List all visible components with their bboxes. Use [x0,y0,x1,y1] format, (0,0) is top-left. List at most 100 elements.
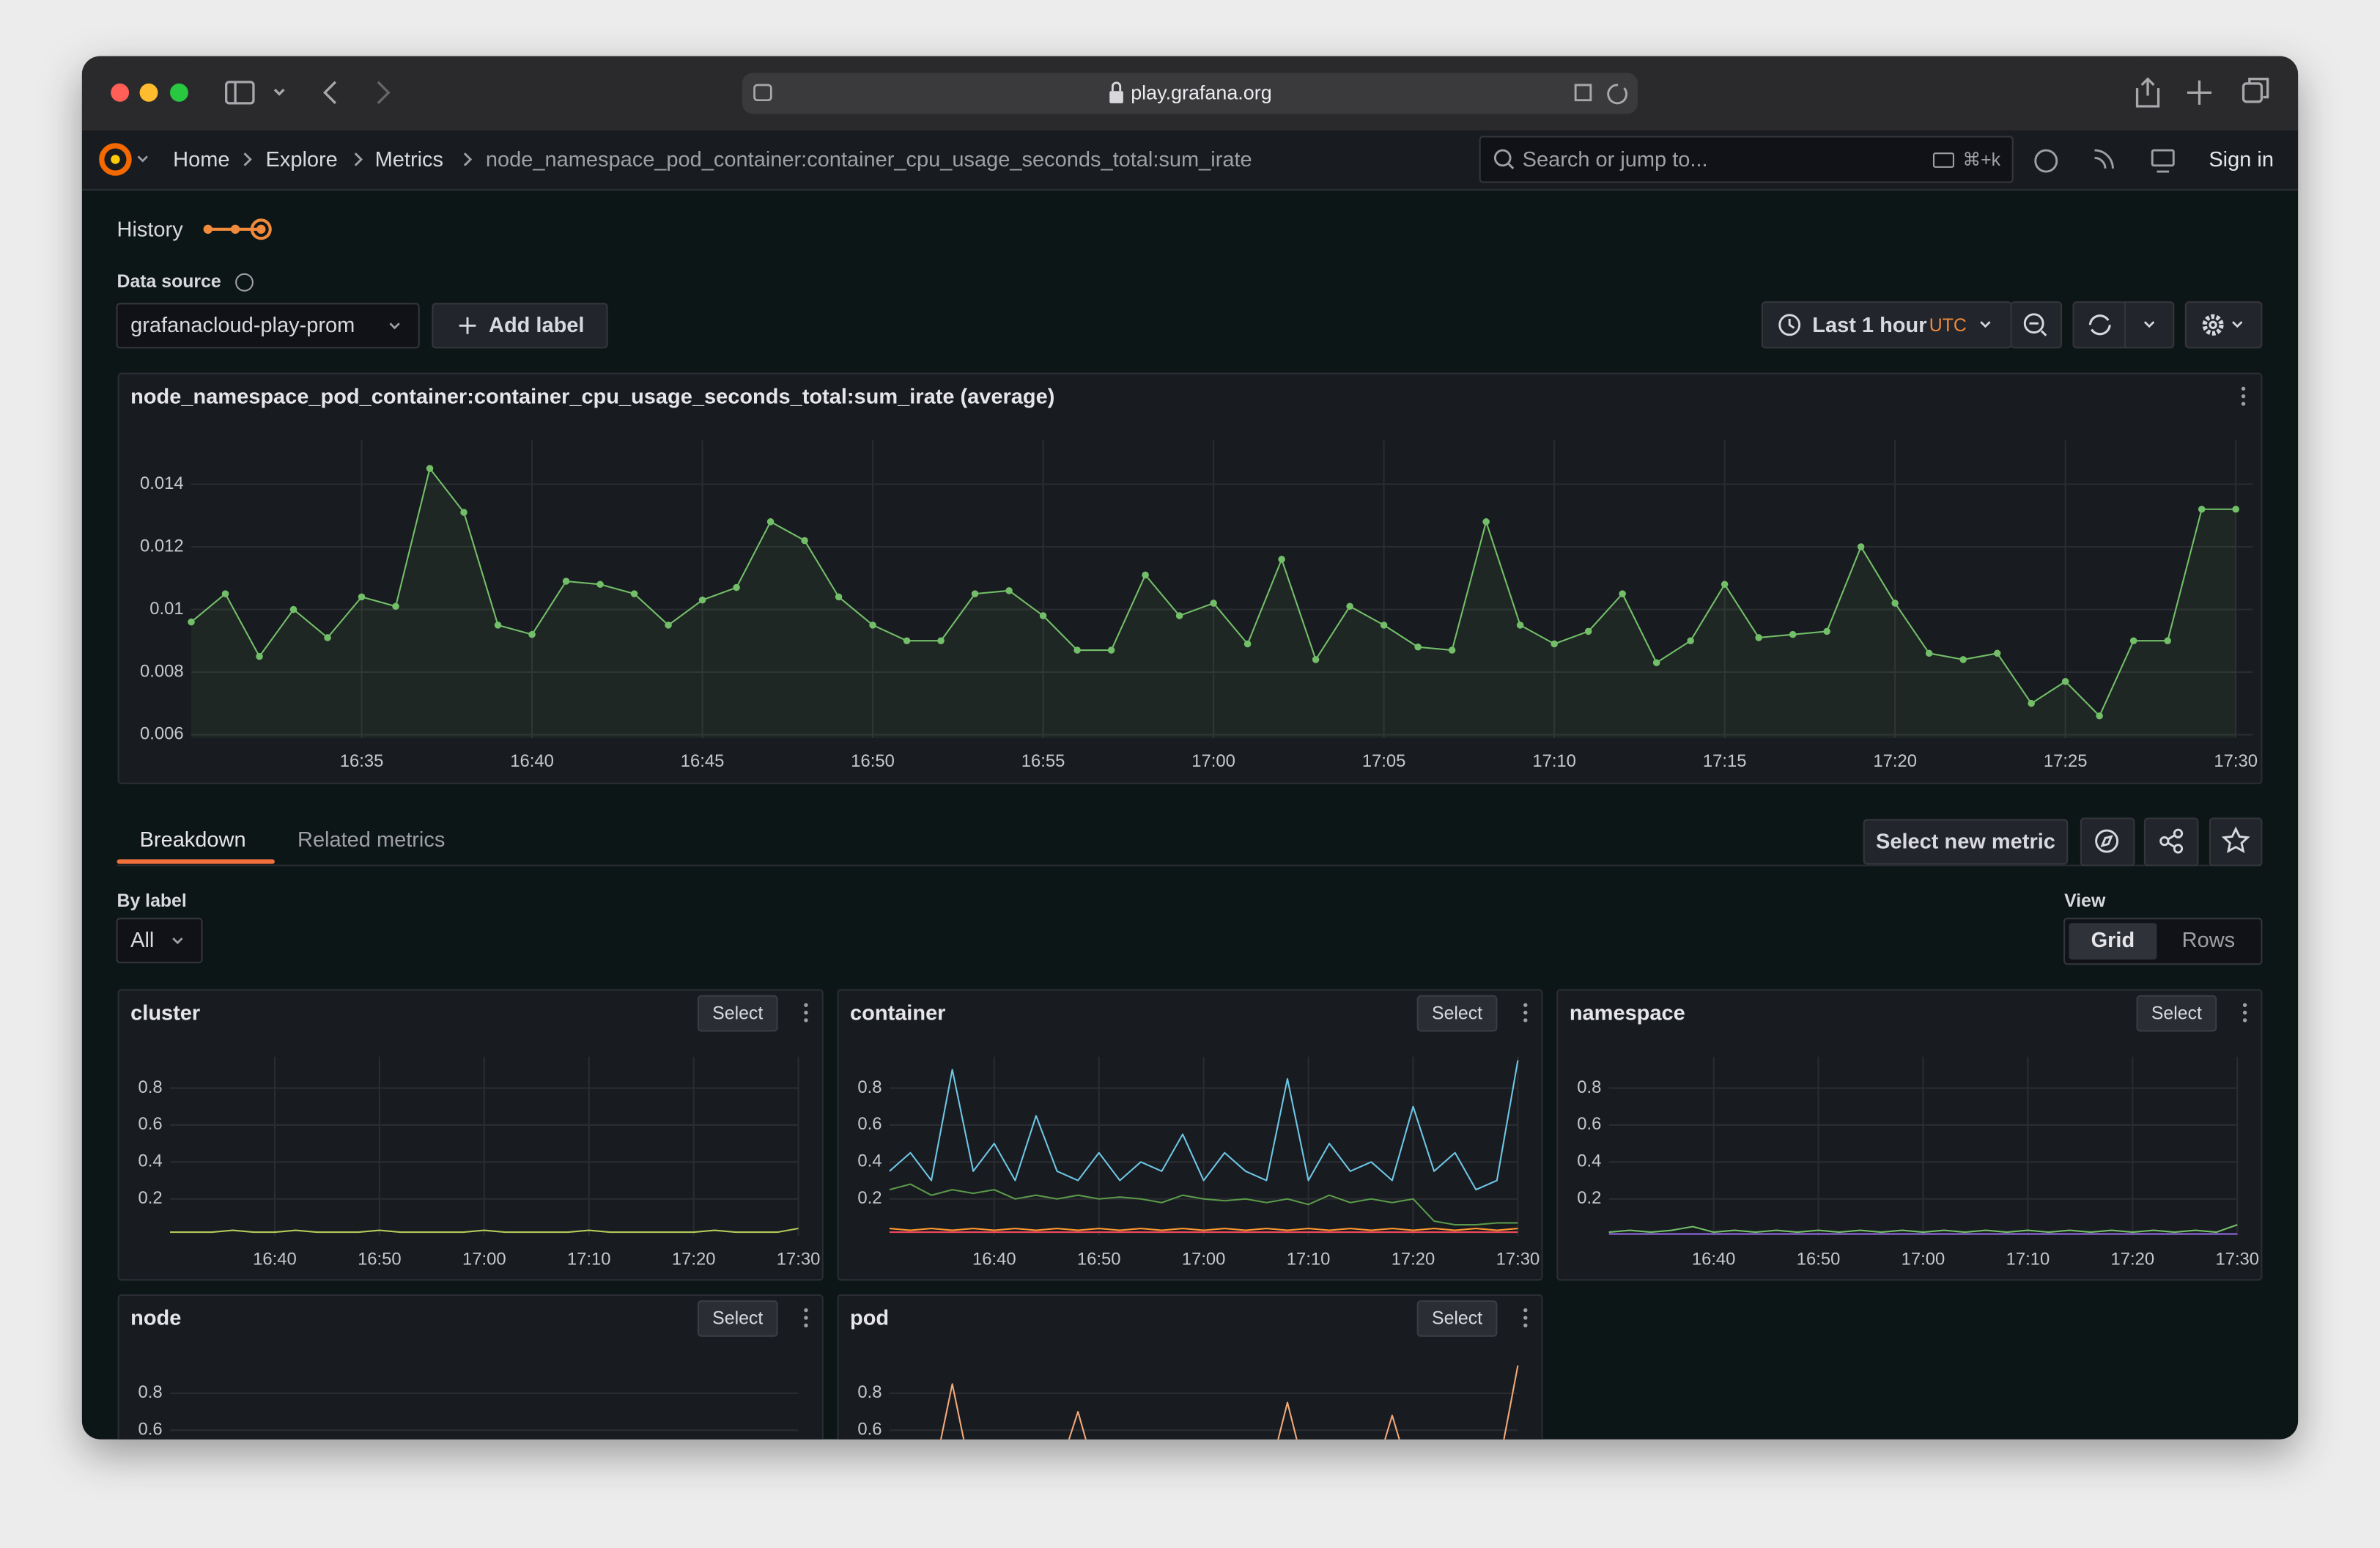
x-tick-label: 17:10 [2006,1250,2050,1269]
x-tick-label: 17:00 [1182,1250,1226,1269]
y-tick-label: 0.6 [138,1420,163,1440]
kebab-dot[interactable] [804,1316,808,1319]
y-tick-label: 0.2 [1577,1188,1601,1208]
view-label: View [2064,891,2106,911]
data-source-value: grafanacloud-play-prom [130,314,355,337]
point [1040,612,1047,619]
select-new-metric-text: Select new metric [1876,830,2055,853]
kebab-dot[interactable] [2243,1018,2247,1022]
breadcrumb[interactable]: Metrics [375,148,443,172]
y-tick-label: 0.8 [1577,1077,1601,1097]
point [1142,572,1149,579]
kebab-dot[interactable] [1523,1011,1527,1014]
point [495,622,502,629]
point [1449,646,1456,654]
x-tick-label: 16:35 [340,751,384,771]
panel-title: container [850,1001,945,1025]
kebab-dot[interactable] [804,1011,808,1014]
breadcrumb[interactable]: Home [173,148,229,172]
kebab-dot[interactable] [1523,1003,1527,1007]
kebab-dot[interactable] [2243,1011,2247,1014]
point [1551,641,1558,648]
y-tick-label: 0.4 [857,1151,882,1171]
x-tick-label: 17:20 [1873,751,1917,771]
point [2198,506,2206,513]
point [665,622,672,629]
x-tick-label: 17:20 [1392,1250,1435,1269]
refresh-button[interactable] [2074,302,2174,347]
kebab-dot[interactable] [1523,1316,1527,1319]
point [903,637,911,644]
point [2232,506,2239,513]
x-tick-label: 16:45 [681,751,725,771]
tab-underline [117,859,275,863]
x-tick-label: 17:10 [1287,1250,1331,1269]
point [426,465,434,472]
y-tick-label: 0.4 [138,1151,163,1171]
y-tick-label: 0.2 [857,1188,882,1208]
point [358,594,366,601]
panel-title: pod [850,1307,889,1330]
icon-buttons[interactable] [2081,818,2261,865]
tab-active[interactable]: Breakdown [140,828,246,852]
breadcrumb[interactable]: Explore [266,148,338,172]
kebab-dot[interactable] [804,1018,808,1022]
by-label-select[interactable] [117,918,202,962]
y-tick-label: 0.006 [140,724,184,744]
y-tick-label: 0.6 [1577,1114,1601,1134]
data-source-label: Data source [117,272,221,292]
minimize-button[interactable] [140,84,158,102]
point [1312,656,1320,663]
y-tick-label: 0.8 [138,1382,163,1402]
zoom-out-button[interactable] [2011,302,2061,347]
x-tick-label: 17:30 [1496,1250,1540,1269]
point [1108,646,1115,654]
kebab-dot[interactable] [1523,1324,1527,1327]
point [528,631,536,638]
panel-title: node [130,1307,181,1330]
point [869,622,876,629]
kebab-dot[interactable] [1523,1308,1527,1312]
history-label: History [117,218,184,242]
y-tick-label: 0.012 [140,536,184,556]
sign-in[interactable]: Sign in [2209,148,2274,172]
x-tick-label: 17:25 [2044,751,2088,771]
search-placeholder: Search or jump to... [1523,148,1708,172]
point [1176,612,1183,619]
settings-button[interactable] [2186,302,2262,347]
panel-title: cluster [130,1001,200,1025]
point [937,637,945,644]
select-button-text: Select [2151,1003,2202,1023]
x-tick-label: 17:00 [1191,751,1235,771]
kebab-dot[interactable] [804,1308,808,1312]
x-tick-label: 17:20 [2111,1250,2155,1269]
tab[interactable]: Related metrics [298,828,445,852]
x-tick-label: 17:10 [1532,751,1576,771]
y-tick-label: 0.4 [1577,1151,1601,1171]
point [2130,637,2137,644]
view-option: Grid [2091,929,2135,952]
y-tick-label: 0.8 [857,1077,882,1097]
panel-title: node_namespace_pod_container:container_c… [130,385,1054,408]
point [631,590,638,597]
breadcrumb-current: node_namespace_pod_container:container_c… [486,148,1252,172]
point [801,537,808,545]
url: play.grafana.org [1131,82,1271,104]
point [1619,590,1626,597]
y-tick-label: 0.01 [149,599,183,619]
close-button[interactable] [111,84,129,102]
point [222,590,229,597]
kebab-dot[interactable] [804,1324,808,1327]
view-option[interactable]: Rows [2182,929,2235,952]
point [460,509,468,516]
zoom-button[interactable] [170,84,188,102]
x-tick-label: 17:30 [2215,1250,2259,1269]
x-tick-label: 17:15 [1703,751,1747,771]
kebab-dot[interactable] [2243,1003,2247,1007]
kebab-dot[interactable] [1523,1018,1527,1022]
kebab-menu[interactable] [2242,387,2245,406]
point [563,578,570,585]
x-tick-label: 16:50 [1797,1250,1841,1269]
kebab-dot[interactable] [804,1003,808,1007]
point [392,602,399,610]
